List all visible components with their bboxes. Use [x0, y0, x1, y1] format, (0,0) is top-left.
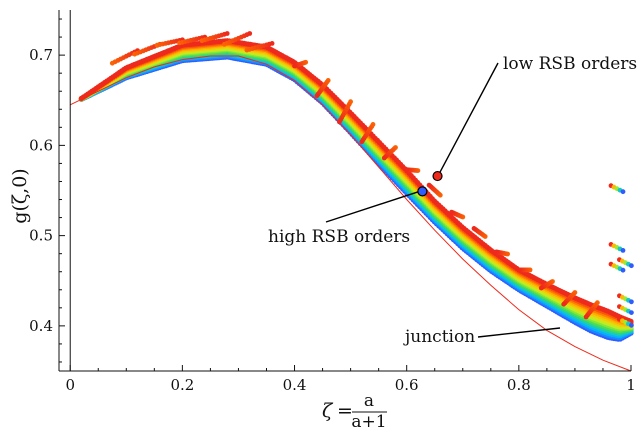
isolated-point	[629, 299, 634, 305]
axis-ticks: 0 0.2 0.4 0.6 0.8 1 0.4 0.5 0.6 0.7	[29, 18, 636, 394]
low-order-whisker-point	[224, 31, 230, 36]
low-order-whisker-point	[314, 93, 320, 99]
x-tick-label: 1	[626, 376, 636, 394]
x-axis-title-den: a+1	[351, 412, 386, 429]
isolated-point	[629, 322, 634, 328]
low-order-whisker-point	[516, 267, 522, 273]
annotations: low RSB orders high RSB orders junction	[268, 54, 637, 347]
junction-curve	[69, 55, 632, 372]
low-order-whisker-point	[426, 182, 432, 188]
low-order-whisker-point	[583, 314, 589, 320]
high-rsb-marker	[417, 186, 428, 197]
low-order-whisker-point	[494, 249, 499, 255]
axis-titles: g(ζ,0) ζ = a a+1	[9, 168, 387, 429]
x-tick-label: 0.2	[170, 376, 194, 394]
x-tick-label: 0.8	[507, 376, 531, 394]
low-order-whisker-point	[471, 226, 477, 231]
x-axis-title-lhs: ζ	[322, 400, 334, 422]
low-order-whisker-point	[247, 31, 253, 36]
low-order-whisker-point	[359, 139, 365, 145]
low-order-whisker-point	[561, 301, 567, 307]
isolated-point	[620, 248, 626, 253]
low-order-whisker-point	[449, 209, 454, 215]
x-axis-title-eq: =	[337, 400, 353, 422]
y-tick-label: 0.5	[29, 227, 53, 245]
isolated-point	[620, 267, 626, 273]
x-tick-label: 0.6	[395, 376, 419, 394]
y-axis-title: g(ζ,0)	[9, 168, 31, 223]
low-order-whisker-point	[269, 41, 275, 46]
low-rsb-leader-line	[438, 62, 499, 174]
x-tick-label: 0	[65, 376, 75, 394]
low-order-whisker-point	[538, 285, 544, 291]
x-axis-title-num: a	[364, 391, 374, 411]
high-rsb-leader-line	[325, 190, 420, 223]
annotation-junction-text: junction	[403, 327, 475, 347]
isolated-point	[620, 189, 626, 195]
isolated-point	[629, 310, 634, 315]
x-tick-label: 0.4	[283, 376, 307, 394]
y-tick-label: 0.7	[29, 46, 53, 64]
isolated-point	[629, 263, 634, 269]
low-order-whisker-point	[381, 155, 387, 161]
annotation-low-rsb-text: low RSB orders	[503, 54, 637, 74]
y-tick-label: 0.6	[29, 136, 53, 154]
low-rsb-marker	[432, 170, 443, 182]
data-lines	[69, 55, 632, 372]
annotation-high-rsb-text: high RSB orders	[268, 227, 410, 247]
low-order-whisker-point	[404, 167, 410, 173]
color-band	[78, 31, 634, 342]
y-tick-label: 0.4	[29, 317, 53, 335]
junction-leader-line	[477, 327, 561, 338]
low-order-whisker-point	[292, 63, 297, 69]
